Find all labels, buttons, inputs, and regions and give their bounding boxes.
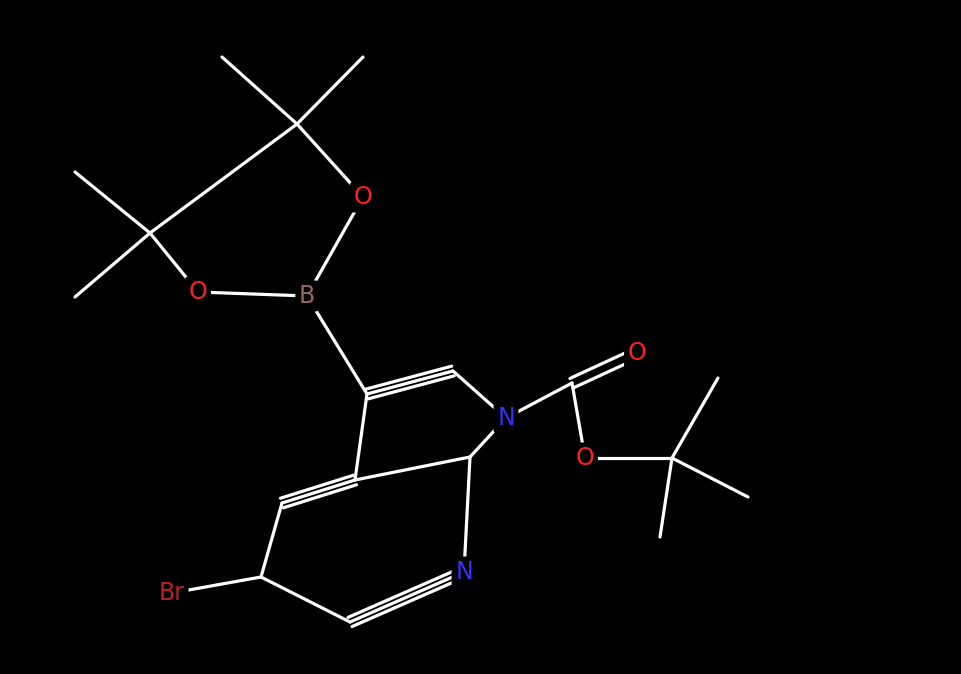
- Text: O: O: [354, 185, 372, 209]
- Text: B: B: [299, 284, 315, 308]
- Text: O: O: [188, 280, 208, 304]
- Text: N: N: [497, 406, 515, 430]
- Text: O: O: [576, 446, 594, 470]
- Text: Br: Br: [159, 581, 185, 605]
- Text: O: O: [628, 341, 647, 365]
- Text: N: N: [456, 560, 473, 584]
